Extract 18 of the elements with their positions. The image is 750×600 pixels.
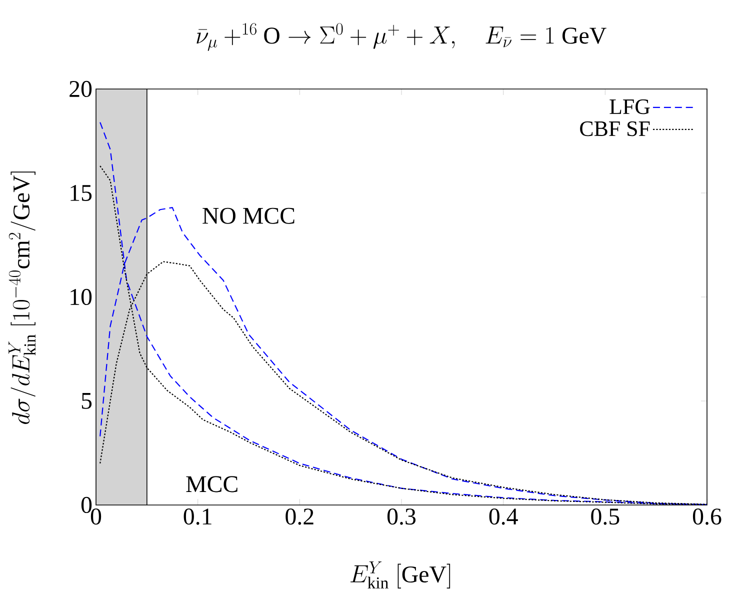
y-axis-title: $d\sigma/dE^Y_{\mathrm{kin}}\ [10^{-40}\mathrm{cm}^2/\mathrm{GeV}]$	[8, 172, 36, 424]
y-tick-label: 15	[70, 184, 92, 201]
x-tick-label: 0.2	[286, 508, 314, 525]
chart-title: $\bar{\nu}_\mu +^{16}\mathrm{O} \to \Sigma^0 + \mu^+ + X, \quad E_{\bar{\nu}} = 1\ \mathrm{GeV}$	[196, 23, 606, 51]
y-tick-label: 10	[70, 288, 92, 306]
annotation: MCC	[186, 476, 238, 492]
legend-label: LFG	[610, 99, 650, 114]
annotation: NO MCC	[202, 208, 294, 224]
x-tick-label: 0.3	[387, 508, 416, 525]
x-tick-label: 0.5	[591, 508, 620, 525]
y-tick-label: 5	[82, 393, 92, 409]
x-tick-label: 0.6	[692, 508, 722, 525]
x-tick-label: 0.1	[184, 508, 212, 525]
y-tick-label: 0	[81, 496, 92, 514]
legend-label: CBF SF	[580, 121, 650, 136]
x-axis-title: $E^Y_{\mathrm{kin}}\ [\mathrm{GeV}]$	[350, 562, 450, 588]
y-tick-label: 20	[70, 80, 92, 98]
x-tick-label: 0.4	[489, 508, 518, 525]
